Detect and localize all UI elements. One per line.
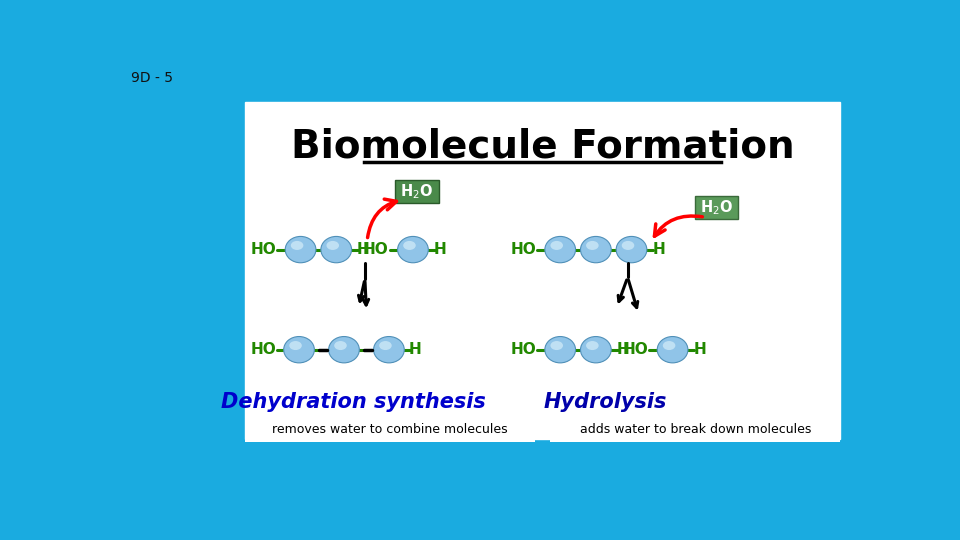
Ellipse shape <box>545 237 576 263</box>
Text: removes water to combine molecules: removes water to combine molecules <box>272 423 508 436</box>
Text: Biomolecule Formation: Biomolecule Formation <box>291 128 795 166</box>
Text: H$_2$O: H$_2$O <box>400 183 433 201</box>
Ellipse shape <box>397 237 428 263</box>
FancyBboxPatch shape <box>695 195 738 219</box>
Ellipse shape <box>403 241 416 250</box>
Text: H: H <box>616 342 630 357</box>
Text: HO: HO <box>251 242 276 257</box>
Ellipse shape <box>289 341 301 350</box>
Text: HO: HO <box>251 342 276 357</box>
Ellipse shape <box>587 241 599 250</box>
Ellipse shape <box>616 237 647 263</box>
Text: H: H <box>693 342 706 357</box>
FancyArrowPatch shape <box>368 199 396 238</box>
Text: HO: HO <box>622 342 648 357</box>
Ellipse shape <box>662 341 676 350</box>
Ellipse shape <box>581 336 612 363</box>
Ellipse shape <box>326 241 339 250</box>
Ellipse shape <box>373 336 404 363</box>
Ellipse shape <box>283 336 314 363</box>
FancyBboxPatch shape <box>245 102 840 439</box>
Text: HO: HO <box>510 242 536 257</box>
Ellipse shape <box>550 341 563 350</box>
Ellipse shape <box>328 336 359 363</box>
Ellipse shape <box>285 237 316 263</box>
Text: Hydrolysis: Hydrolysis <box>544 392 667 412</box>
Ellipse shape <box>291 241 303 250</box>
FancyArrowPatch shape <box>655 216 703 237</box>
Text: H: H <box>652 242 665 257</box>
FancyBboxPatch shape <box>550 417 840 442</box>
FancyBboxPatch shape <box>396 180 439 204</box>
Ellipse shape <box>658 336 688 363</box>
Text: HO: HO <box>510 342 536 357</box>
Text: H: H <box>408 342 420 357</box>
Ellipse shape <box>622 241 635 250</box>
FancyBboxPatch shape <box>245 417 535 442</box>
Ellipse shape <box>581 237 612 263</box>
Text: Dehydration synthesis: Dehydration synthesis <box>222 392 486 412</box>
Text: HO: HO <box>363 242 389 257</box>
Ellipse shape <box>545 336 576 363</box>
Ellipse shape <box>379 341 392 350</box>
Text: H$_2$O: H$_2$O <box>700 198 733 217</box>
Ellipse shape <box>550 241 563 250</box>
Text: H: H <box>357 242 370 257</box>
Text: H: H <box>434 242 446 257</box>
Ellipse shape <box>321 237 351 263</box>
Ellipse shape <box>587 341 599 350</box>
Ellipse shape <box>334 341 347 350</box>
Text: adds water to break down molecules: adds water to break down molecules <box>580 423 811 436</box>
Text: 9D - 5: 9D - 5 <box>131 71 173 85</box>
